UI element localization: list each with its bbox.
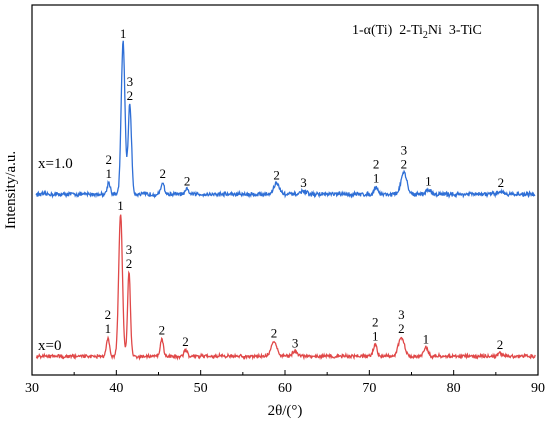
peak-label: 1 [372,328,379,343]
peak-label: 2 [184,173,191,188]
peak-label: 2 [498,175,505,190]
peak-label: 2 [401,157,408,172]
peak-label: 2 [127,88,134,103]
x-axis-label: 2θ/(°) [268,403,303,419]
legend-entry-phase: TiC [461,23,482,38]
peak-label: 3 [126,242,133,257]
legend-entry-number: 1 [352,23,359,38]
peak-label: 3 [300,175,307,190]
legend-dash: - [359,23,364,38]
peak-label: 1 [105,321,112,336]
legend-entry-number: 3 [449,23,456,38]
peak-label: 1 [105,166,112,181]
y-axis-label: Intensity/a.u. [3,151,19,229]
x-axis-ticks: 30 40 50 60 70 80 90 [25,370,545,396]
peak-label: 1 [425,173,432,188]
legend-spacer [442,23,449,38]
legend: 1-α(Ti) 2-Ti2Ni 3-TiC [352,23,482,41]
x-tick-label: 80 [447,381,461,396]
x-tick-label: 60 [278,381,292,396]
peak-label: 3 [398,307,405,322]
x-tick-label: 70 [362,381,376,396]
peak-label: 2 [273,167,280,182]
peak-label: 2 [497,337,504,352]
legend-entry-subscript: 2 [423,30,428,41]
legend-dash: - [456,23,461,38]
peak-label: 2 [105,307,112,322]
peak-label: 2 [105,152,112,167]
peak-label: 1 [423,331,430,346]
peak-label: 3 [292,336,299,351]
series-layer [35,40,536,361]
peak-label: 2 [372,314,379,329]
x-tick-label: 50 [194,381,208,396]
x-tick-label: 30 [25,381,39,396]
legend-entry-number: 2 [399,23,406,38]
peak-label: 2 [398,321,405,336]
peak-label: 2 [159,166,166,181]
peak-label: 1 [117,198,124,213]
peak-label: 2 [159,323,166,338]
legend-entry-phase: Ti [411,23,423,38]
peak-label: 1 [373,170,380,185]
series-name-label: x=0 [38,338,61,354]
legend-spacer [392,23,399,38]
series-line [35,40,536,199]
legend-entry-phase-rest: Ni [428,23,442,38]
peak-label: 3 [127,74,134,89]
series-name-label: x=1.0 [38,156,73,172]
peak-label: 2 [126,256,133,271]
peak-label: 3 [401,143,408,158]
legend-text: 1-α(Ti) 2-Ti2Ni 3-TiC [352,23,482,41]
peak-label: 1 [120,26,127,41]
peak-label: 2 [182,334,189,349]
peak-label: 2 [271,326,278,341]
peak-label: 2 [373,156,380,171]
x-tick-label: 40 [109,381,123,396]
legend-entry-phase: α(Ti) [364,23,393,38]
legend-dash: - [406,23,411,38]
series-line [35,214,536,361]
x-tick-label: 90 [531,381,545,396]
